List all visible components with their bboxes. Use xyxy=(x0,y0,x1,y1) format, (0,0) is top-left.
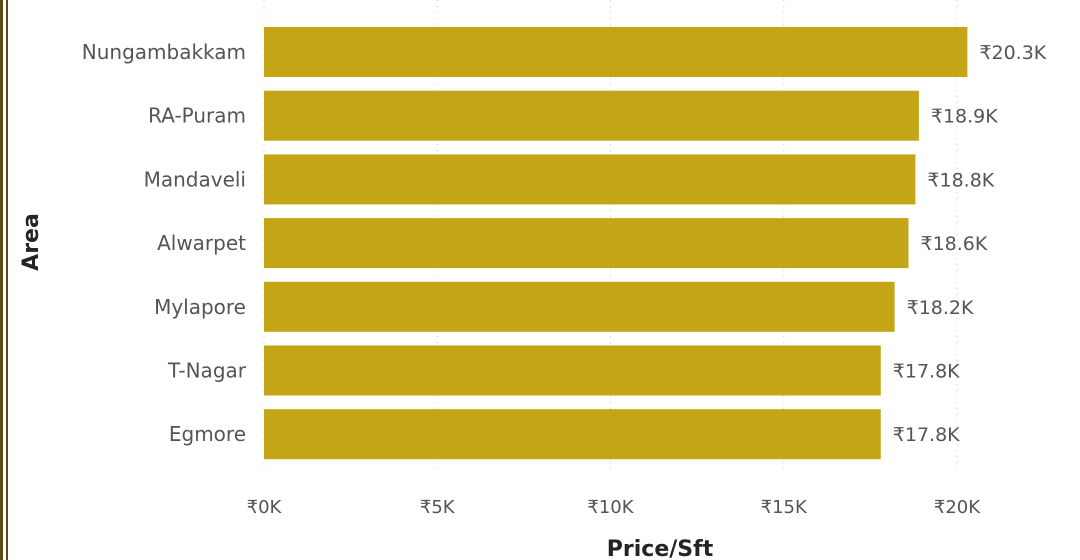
bar[interactable] xyxy=(264,154,916,205)
data-label: ₹18.8K xyxy=(927,169,994,191)
y-axis-title: Area xyxy=(19,213,44,271)
data-label: ₹17.8K xyxy=(893,424,960,446)
value-labels: ₹20.3K ₹18.9K ₹18.8K ₹18.6K ₹18.2K ₹17.8K ₹17.… xyxy=(893,42,1047,446)
bar[interactable] xyxy=(264,281,895,332)
bar[interactable] xyxy=(264,90,919,141)
x-tick-label: ₹5K xyxy=(420,497,456,518)
x-tick-label: ₹10K xyxy=(587,497,634,518)
category-label: Mandaveli xyxy=(144,167,246,191)
category-labels: Nungambakkam RA-Puram Mandaveli Alwarpet Myl… xyxy=(82,40,247,446)
bar[interactable] xyxy=(264,409,881,460)
category-label: Nungambakkam xyxy=(82,40,246,64)
category-label: Alwarpet xyxy=(157,231,246,255)
x-tick-label: ₹15K xyxy=(761,497,808,518)
category-label: RA-Puram xyxy=(148,104,246,128)
x-tick-label: ₹0K xyxy=(247,497,283,518)
data-label: ₹18.2K xyxy=(907,297,974,319)
category-label: Egmore xyxy=(169,422,246,446)
bar[interactable] xyxy=(264,27,968,77)
category-label: T-Nagar xyxy=(167,359,247,383)
gridlines xyxy=(263,0,958,470)
data-label: ₹20.3K xyxy=(979,42,1046,64)
x-axis-title: Price/Sft xyxy=(607,537,714,560)
bar[interactable] xyxy=(264,345,881,396)
data-label: ₹18.9K xyxy=(931,106,998,128)
category-label: Mylapore xyxy=(154,295,246,319)
x-tick-labels: ₹0K ₹5K ₹10K ₹15K ₹20K xyxy=(247,497,982,518)
visual-border xyxy=(0,0,8,560)
bars xyxy=(264,27,968,460)
bar[interactable] xyxy=(264,218,909,269)
x-tick-label: ₹20K xyxy=(934,497,981,518)
data-label: ₹18.6K xyxy=(920,233,987,255)
data-label: ₹17.8K xyxy=(893,361,960,383)
